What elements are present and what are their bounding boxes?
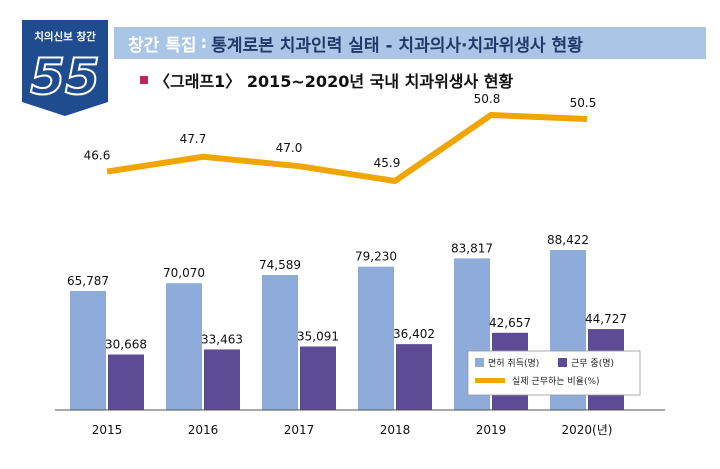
bar-working-1: [204, 349, 240, 410]
header-separator: :: [200, 33, 208, 53]
label-licensed-4: 83,817: [451, 241, 493, 255]
header-prefix: 창간 특집: [128, 35, 197, 56]
bar-working-3: [396, 344, 432, 410]
label-working-4: 42,657: [489, 316, 531, 330]
label-working-2: 35,091: [297, 330, 339, 344]
x-tick-4: 2019: [476, 423, 507, 437]
legend: 면허 취득(명) 근무 중(명) 실제 근무하는 비율(%): [467, 350, 641, 396]
label-licensed-5: 88,422: [547, 233, 589, 247]
ratio-label-2: 47.0: [276, 141, 303, 155]
label-licensed-3: 79,230: [355, 250, 397, 264]
subtitle-marker: [140, 76, 148, 84]
legend-label-licensed: 면허 취득(명): [488, 358, 539, 369]
anniversary-badge: 치의신보 창간 55: [22, 20, 108, 116]
label-licensed-1: 70,070: [163, 266, 205, 280]
legend-swatch-licensed: [475, 358, 484, 367]
label-working-1: 33,463: [201, 332, 243, 346]
badge-number: 55: [30, 48, 100, 106]
label-working-0: 30,668: [105, 338, 147, 352]
ratio-label-3: 45.9: [374, 156, 401, 170]
bars-layer: 65,787 30,668 70,070 33,463 74,589 35,091 79,2…: [67, 233, 627, 410]
chart-subtitle: 〈그래프1〉 2015~2020년 국내 치과위생사 현황: [140, 68, 513, 92]
header-bar: 창간 특집 : 통계로본 치과인력 실태 - 치과의사·치과위생사 현황: [114, 27, 706, 59]
x-tick-3: 2018: [380, 423, 411, 437]
bar-licensed-2: [262, 275, 298, 410]
label-working-5: 44,727: [585, 312, 627, 326]
ratio-label-5: 50.5: [570, 96, 597, 110]
x-tick-5: 2020(년): [562, 423, 613, 437]
legend-box: [467, 350, 641, 396]
legend-label-working: 근무 중(명): [571, 358, 614, 369]
x-tick-0: 2015: [92, 423, 123, 437]
bar-licensed-0: [70, 290, 106, 410]
ratio-label-1: 47.7: [180, 132, 207, 146]
bar-working-2: [300, 346, 336, 410]
x-axis: 2015 2016 2017 2018 2019 2020(년): [55, 409, 665, 437]
label-licensed-2: 74,589: [259, 258, 301, 272]
header-text: 통계로본 치과인력 실태 - 치과의사·치과위생사 현황: [211, 35, 583, 56]
label-working-3: 36,402: [393, 327, 435, 341]
ratio-line-layer: 46.6 47.7 47.0 45.9 50.8 50.5: [84, 92, 597, 184]
subtitle-text: 〈그래프1〉 2015~2020년 국내 치과위생사 현황: [154, 72, 514, 91]
ratio-label-0: 46.6: [84, 149, 111, 163]
badge-background: [22, 20, 108, 116]
bar-licensed-1: [166, 283, 202, 410]
legend-swatch-working: [558, 358, 567, 367]
bar-licensed-3: [358, 266, 394, 410]
ratio-line: [106, 112, 588, 184]
bar-working-0: [108, 354, 144, 410]
legend-label-ratio: 실제 근무하는 비율(%): [512, 376, 600, 387]
x-tick-2: 2017: [284, 423, 315, 437]
label-licensed-0: 65,787: [67, 274, 109, 288]
badge-title: 치의신보 창간: [34, 30, 96, 43]
x-tick-1: 2016: [188, 423, 219, 437]
ratio-label-4: 50.8: [474, 92, 501, 106]
legend-swatch-ratio: [475, 378, 505, 383]
